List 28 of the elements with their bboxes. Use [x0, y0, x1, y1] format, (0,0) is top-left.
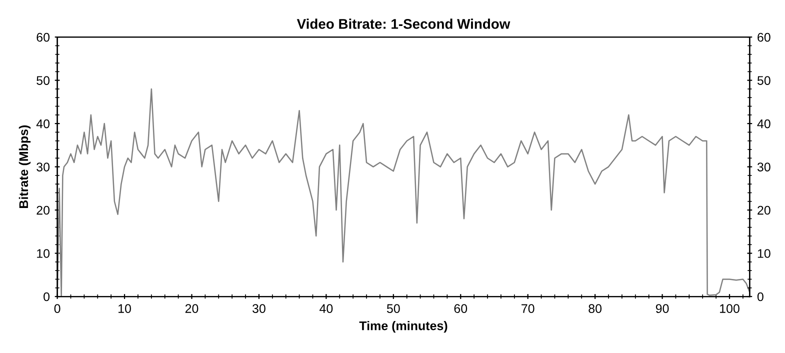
y-tick-label: 10: [37, 249, 50, 258]
y2-tick-label: 30: [757, 162, 770, 172]
x-tick-label: 50: [386, 304, 400, 313]
y2-tick-label: 0: [757, 292, 764, 302]
y-axis-title: Bitrate (Mbps): [18, 125, 31, 208]
chart-title: Video Bitrate: 1-Second Window: [296, 18, 510, 29]
y2-tick-label: 60: [758, 32, 770, 42]
x-tick-label: 60: [454, 304, 468, 313]
x-tick-label: 70: [522, 304, 534, 313]
y-tick-label: 60: [36, 32, 50, 42]
y2-tick-label: 10: [758, 249, 770, 258]
x-tick-label: 100: [720, 304, 740, 313]
y2-tick-label: 20: [758, 206, 770, 215]
x-tick-label: 10: [118, 304, 131, 313]
y-tick-label: 20: [36, 206, 50, 215]
x-tick-label: 40: [320, 304, 333, 313]
x-tick-label: 80: [588, 304, 602, 313]
x-axis-title: Time (minutes): [359, 321, 448, 333]
y-tick-label: 50: [36, 76, 50, 85]
y2-tick-label: 40: [757, 119, 770, 128]
x-tick-label: 90: [656, 304, 669, 313]
y-tick-label: 30: [36, 162, 50, 172]
y2-tick-label: 50: [757, 76, 770, 85]
y-tick-label: 0: [44, 292, 50, 302]
y-tick-label: 40: [36, 119, 50, 128]
x-tick-label: 0: [54, 304, 60, 313]
x-tick-label: 30: [252, 304, 266, 313]
x-tick-label: 20: [185, 304, 198, 313]
